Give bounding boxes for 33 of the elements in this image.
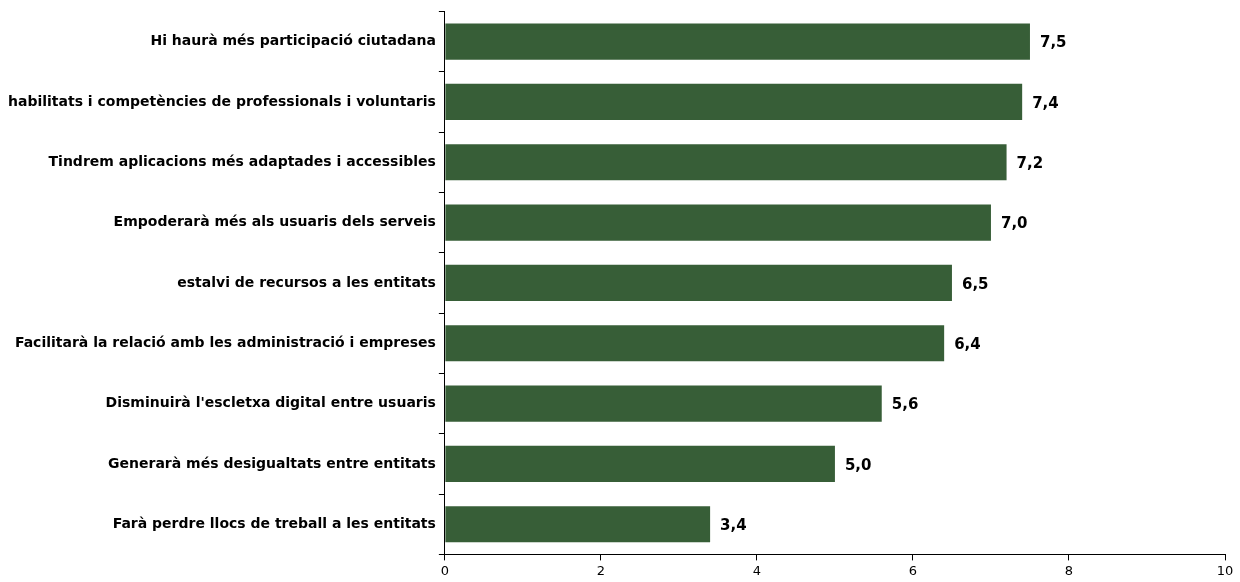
data-label: 5,6 bbox=[891, 395, 919, 414]
bar bbox=[445, 264, 952, 301]
data-label: 7,0 bbox=[1000, 214, 1028, 233]
y-tick-label: Disminuirà l'escletxa digital entre usuaris bbox=[105, 394, 436, 411]
bar bbox=[445, 204, 991, 241]
data-label: 5,0 bbox=[844, 455, 872, 474]
x-tick-label: 2 bbox=[596, 562, 606, 578]
y-tick-label: Hi haurà més participació ciutadana bbox=[150, 32, 436, 49]
x-tick-label: 6 bbox=[908, 562, 918, 578]
bar bbox=[445, 385, 882, 422]
data-label: 7,5 bbox=[1039, 33, 1067, 52]
data-label: 6,4 bbox=[954, 335, 981, 354]
y-tick-label: Facilitarà la relació amb les administració i empreses bbox=[14, 333, 436, 350]
data-label: 7,4 bbox=[1032, 93, 1059, 112]
bar bbox=[445, 325, 945, 362]
bar bbox=[445, 83, 1023, 120]
bar bbox=[445, 144, 1007, 181]
x-tick-label: 10 bbox=[1216, 562, 1234, 578]
y-tick-label: estalvi de recursos a les entitats bbox=[177, 273, 436, 290]
x-tick-label: 0 bbox=[440, 562, 450, 578]
bar bbox=[445, 445, 835, 482]
x-tick-label: 8 bbox=[1064, 562, 1074, 578]
bar bbox=[445, 506, 711, 543]
y-tick-label: habilitats i competències de professionals i voluntaris bbox=[7, 92, 436, 109]
data-label: 7,2 bbox=[1016, 154, 1044, 173]
y-tick-label: Empoderarà més als usuaris dels serveis bbox=[113, 213, 436, 230]
y-tick-label: Farà perdre llocs de treball a les entitats bbox=[112, 514, 436, 531]
data-label: 3,4 bbox=[720, 516, 747, 535]
y-tick-label: Tindrem aplicacions més adaptades i accessibles bbox=[48, 152, 436, 169]
x-tick-label: 4 bbox=[752, 562, 762, 578]
bar bbox=[445, 23, 1030, 60]
data-label: 6,5 bbox=[961, 274, 989, 293]
y-tick-label: Generarà més desigualtats entre entitats bbox=[108, 454, 436, 471]
